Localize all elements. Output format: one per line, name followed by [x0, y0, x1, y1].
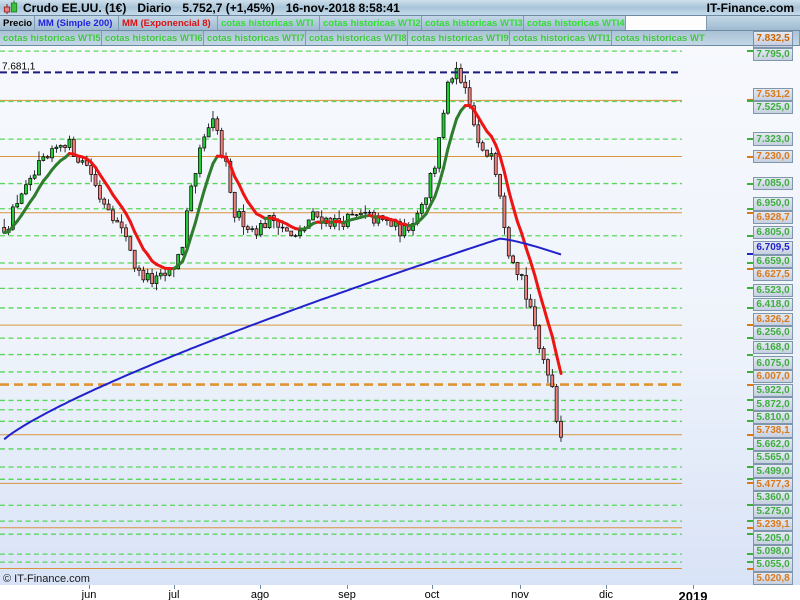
- svg-text:7.681,1: 7.681,1: [2, 61, 36, 72]
- svg-text:© IT-Finance.com: © IT-Finance.com: [3, 573, 90, 585]
